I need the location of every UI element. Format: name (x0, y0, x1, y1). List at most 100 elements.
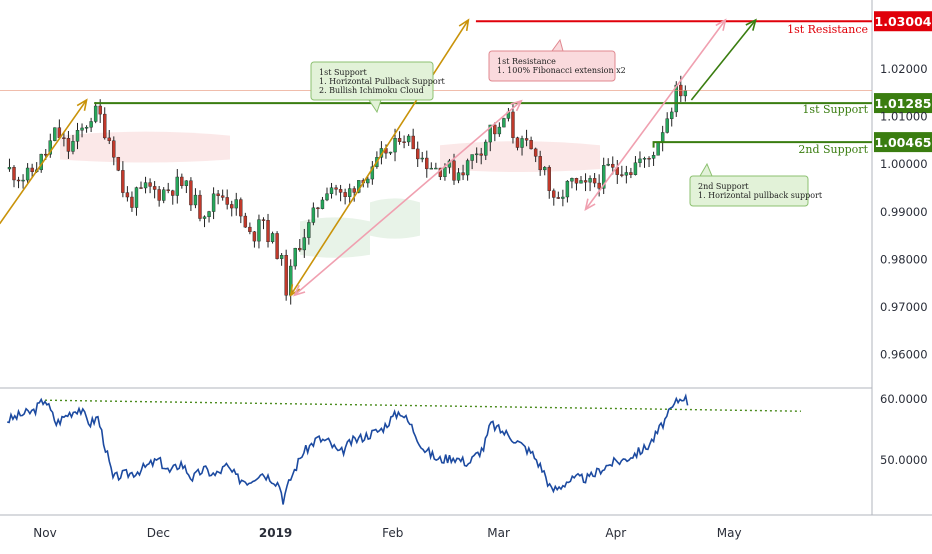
candle-up (279, 255, 284, 259)
candle-up (642, 158, 647, 160)
candle-down (220, 195, 225, 198)
candle-up (388, 151, 393, 154)
candle-up (48, 140, 52, 155)
pink-arrow-2-head (715, 18, 727, 31)
candle-down (611, 163, 615, 168)
candle-down (30, 167, 34, 173)
level-value-label: 1.00465 (875, 135, 932, 150)
candle-up (202, 216, 207, 219)
candle-down (12, 167, 16, 181)
candle-down (62, 137, 66, 139)
candle-down (266, 220, 270, 243)
time-tick-label: Nov (33, 526, 56, 540)
candle-up (161, 189, 166, 201)
annotation-box (689, 175, 809, 207)
candle-down (189, 180, 193, 206)
annotation-text: 1. Horizontal pullback support (698, 191, 823, 200)
candle-up (71, 141, 75, 152)
candle-up (311, 207, 316, 223)
candle-down (298, 247, 302, 251)
price-tick-label: 0.97000 (880, 300, 928, 314)
candle-up (406, 135, 411, 143)
candle-down (66, 138, 71, 152)
ichimoku-cloud (440, 141, 600, 173)
time-tick-label: Mar (487, 526, 510, 540)
candle-up (633, 162, 638, 175)
time-tick-label: Dec (147, 526, 170, 540)
candle-up (270, 233, 275, 243)
candle-up (683, 90, 688, 97)
candle-down (515, 137, 520, 148)
candle-up (456, 172, 461, 181)
level-value-label: 1.03004 (875, 14, 932, 29)
candle-up (75, 130, 80, 142)
candle-down (107, 137, 111, 141)
candle-down (225, 197, 229, 205)
annotation-pointer (368, 99, 382, 114)
pink-arrow-2 (584, 19, 727, 210)
candle-down (16, 179, 21, 182)
gold-arrow-1-head (76, 98, 88, 111)
pink-arrow-1 (293, 100, 522, 296)
annotation-pointer (699, 162, 713, 177)
candle-up (175, 176, 180, 196)
pink-arrow-1-head (510, 99, 523, 112)
candle-up (465, 160, 470, 176)
candle-down (620, 174, 624, 176)
gold-arrow-1 (0, 99, 88, 225)
time-tick-label: Apr (605, 526, 626, 540)
candle-up (638, 158, 642, 163)
time-tick-label: 2019 (259, 526, 292, 540)
candle-up (207, 211, 211, 218)
candle-up (329, 187, 334, 194)
ichimoku-cloud (300, 217, 370, 258)
price-tick-label: 0.98000 (880, 252, 928, 266)
green-arrow (690, 19, 757, 101)
candle-up (656, 141, 660, 156)
gold-arrow-2-head (458, 18, 470, 31)
candle-down (112, 140, 116, 158)
candle-down (44, 153, 48, 156)
time-tick-label: Feb (382, 526, 403, 540)
candle-up (565, 180, 570, 198)
candle-down (252, 231, 257, 242)
level-name-label: 2nd Support (798, 143, 868, 156)
candle-up (420, 157, 424, 160)
annotation-pointer (551, 38, 564, 52)
level-badge (874, 132, 932, 153)
candle-up (7, 167, 12, 170)
candle-up (484, 141, 488, 156)
candle-down (116, 157, 121, 171)
candle-down (157, 189, 161, 201)
candle-up (606, 163, 610, 166)
candle-up (488, 124, 492, 143)
candle-down (452, 160, 456, 181)
candle-up (474, 153, 479, 156)
candle-up (257, 219, 261, 242)
candle-down (402, 141, 406, 143)
candle-up (307, 222, 311, 238)
level-badge (874, 93, 932, 114)
annotation-text: 1. 100% Fibonacci extension x2 (497, 66, 626, 75)
candle-down (533, 148, 538, 157)
gold-arrow-2 (290, 19, 470, 296)
candle-up (143, 182, 148, 189)
annotation-text: 1st Resistance (497, 57, 556, 66)
candle-up (624, 172, 629, 176)
level-value-label: 1.01285 (875, 96, 932, 111)
candle-down (334, 187, 338, 190)
pink-arrow-1-head (292, 284, 306, 297)
candle-down (248, 226, 252, 232)
candle-up (434, 167, 438, 170)
candle-up (579, 180, 583, 184)
ichimoku-cloud (60, 131, 230, 163)
candle-up (429, 167, 434, 170)
candle-down (524, 138, 529, 141)
candle-down (103, 113, 107, 139)
candle-down (230, 204, 234, 209)
candle-up (234, 199, 238, 209)
candle-up (660, 132, 665, 143)
candle-down (243, 215, 248, 228)
